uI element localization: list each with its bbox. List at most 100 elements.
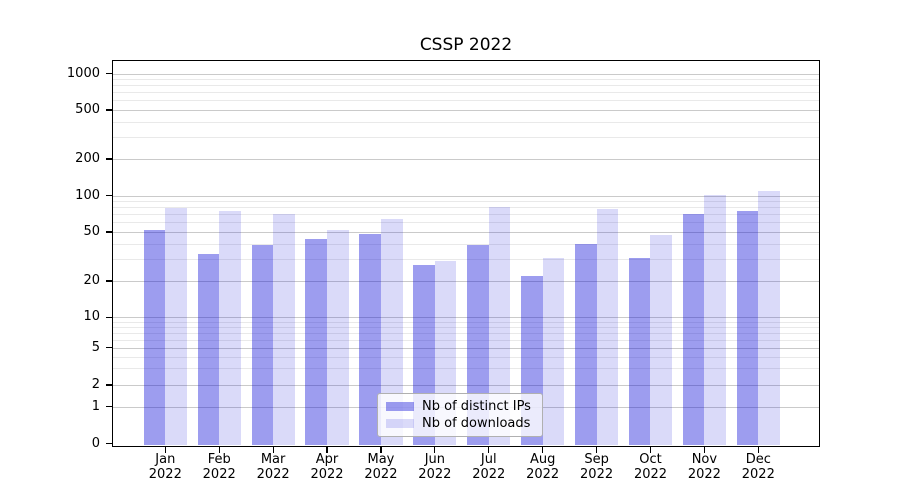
bar-downloads-mar (273, 213, 295, 446)
x-tick-month: Sep (584, 452, 609, 467)
bar-downloads-nov (704, 194, 726, 446)
gridline-minor (113, 201, 819, 203)
x-tick (272, 447, 274, 453)
bar-ips-apr (305, 238, 328, 446)
x-tick (434, 447, 436, 453)
y-tick (106, 280, 112, 282)
gridline-major (113, 281, 819, 282)
legend-swatch-distinct-ips (386, 401, 414, 412)
gridline-minor (113, 243, 819, 245)
x-tick-label: Jan 2022 (133, 452, 197, 482)
x-tick (757, 447, 759, 453)
y-tick (106, 109, 112, 111)
gridline-minor (113, 207, 819, 209)
gridline-minor (113, 121, 819, 123)
legend-label-downloads: Nb of downloads (422, 416, 531, 431)
y-tick (106, 73, 112, 75)
x-tick-label: Sep 2022 (565, 452, 629, 482)
x-tick-label: Dec 2022 (726, 452, 790, 482)
gridline-minor (113, 259, 819, 261)
x-tick-label: Oct 2022 (618, 452, 682, 482)
y-tick-label: 5 (91, 339, 100, 355)
bar-ips-jan (143, 229, 166, 446)
legend-label-distinct-ips: Nb of distinct IPs (422, 399, 531, 414)
y-tick (106, 195, 112, 197)
y-tick-label: 20 (83, 273, 100, 288)
x-tick-label: Nov 2022 (672, 452, 736, 482)
y-tick (106, 347, 112, 349)
bar-downloads-sep (596, 208, 619, 446)
gridline-major (113, 385, 819, 386)
x-tick (703, 447, 705, 453)
x-tick-month: Jan (155, 452, 176, 467)
gridline-minor (113, 368, 819, 370)
bar-downloads-feb (219, 211, 241, 446)
x-tick-label: Jul 2022 (457, 452, 521, 482)
legend-swatch-downloads (386, 418, 414, 429)
x-tick-year: 2022 (472, 466, 506, 482)
y-tick (106, 158, 112, 160)
x-tick-month: Feb (207, 452, 231, 467)
x-tick-year: 2022 (687, 466, 721, 482)
x-tick-year: 2022 (310, 466, 344, 482)
x-tick-month: May (367, 452, 395, 467)
bar-downloads-may (380, 219, 403, 446)
y-tick (106, 384, 112, 386)
x-tick-year: 2022 (633, 466, 668, 482)
gridline-major (113, 317, 819, 319)
x-tick-label: Mar 2022 (241, 452, 305, 482)
bar-ips-oct (628, 257, 651, 446)
x-tick (595, 447, 598, 453)
x-tick-year: 2022 (418, 466, 452, 482)
x-tick (326, 447, 328, 453)
gridline-major (113, 195, 819, 197)
bar-downloads-apr (327, 229, 349, 446)
x-tick-year: 2022 (364, 466, 398, 482)
y-tick-label: 200 (75, 151, 100, 166)
bar-ips-sep (574, 243, 597, 446)
x-tick (542, 447, 544, 453)
gridline-minor (113, 100, 819, 102)
gridline-minor (113, 339, 819, 341)
x-tick-label: May 2022 (349, 452, 413, 482)
gridline-major (113, 73, 819, 75)
gridline-minor (113, 79, 819, 81)
legend: Nb of distinct IPs Nb of downloads (377, 393, 543, 437)
bar-ips-may (359, 234, 381, 446)
y-tick (106, 316, 112, 318)
bar-downloads-jul (488, 207, 511, 446)
gridline-minor (113, 222, 819, 224)
bar-ips-feb (197, 254, 220, 446)
x-tick-label: Aug 2022 (511, 452, 575, 482)
y-tick (106, 406, 112, 408)
x-tick-year: 2022 (256, 466, 290, 482)
bar-downloads-jan (165, 208, 187, 446)
x-tick (649, 447, 652, 453)
x-tick (218, 447, 220, 453)
y-tick-label: 2 (91, 377, 100, 392)
x-tick-label: Feb 2022 (187, 452, 251, 482)
gridline-minor (113, 332, 819, 334)
x-tick-year: 2022 (202, 466, 236, 482)
x-tick (164, 447, 166, 453)
x-tick-month: Jun (424, 452, 445, 467)
x-tick-year: 2022 (148, 466, 182, 482)
bar-downloads-dec (758, 191, 780, 446)
gridline-minor (113, 92, 819, 94)
y-tick-label: 0 (91, 435, 100, 451)
gridline-major (113, 159, 819, 160)
x-tick-month: Nov (691, 452, 718, 467)
gridline-major (113, 347, 819, 349)
gridline-major (113, 110, 819, 111)
gridline-minor (113, 321, 819, 323)
x-tick-month: Apr (315, 452, 339, 467)
x-tick (380, 447, 382, 453)
bar-downloads-oct (650, 235, 673, 446)
gridline-minor (113, 85, 819, 87)
y-tick (106, 443, 112, 445)
y-tick-label: 50 (83, 224, 100, 239)
gridline-minor (113, 214, 819, 216)
gridline-minor (113, 327, 819, 329)
y-tick-label: 100 (75, 187, 100, 203)
y-tick (106, 231, 112, 233)
